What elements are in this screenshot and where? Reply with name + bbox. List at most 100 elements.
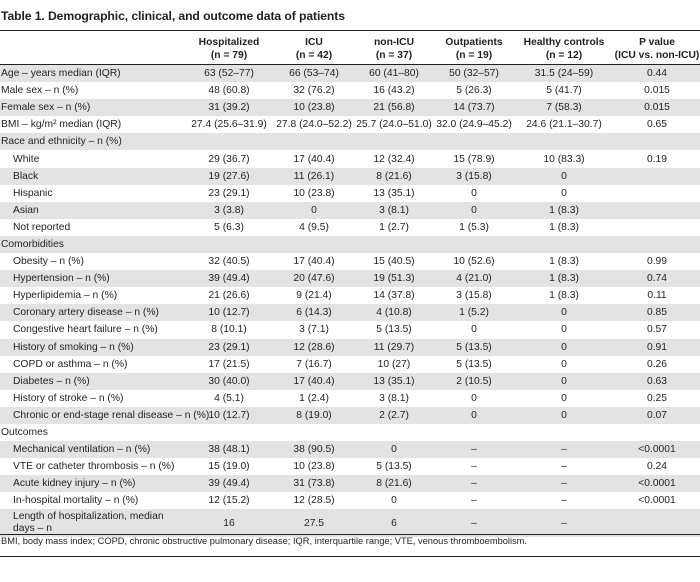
table-cell (614, 424, 700, 441)
table-cell: 10 (23.8) (293, 461, 335, 473)
table-cell: 5 (13.5) (434, 338, 514, 356)
table-cell: 12 (32.4) (373, 153, 415, 165)
table-cell: 0.07 (614, 406, 700, 424)
table-cell: 0.74 (614, 270, 700, 288)
table-cell: 8 (19.0) (274, 406, 354, 424)
table-row: Hyperlipidemia – n (%) 21 (26.6) 9 (21.4) 1… (0, 287, 700, 304)
table-cell: 11 (26.1) (274, 167, 354, 185)
table-cell: 0 (471, 324, 477, 336)
table-row: Hispanic 23 (29.1) 10 (23.8) 13 (35.1) 0 0 (0, 185, 700, 202)
table-cell (354, 424, 434, 441)
row-label: Obesity – n (%) (13, 256, 84, 268)
table-cell (184, 424, 274, 441)
table-row: Acute kidney injury – n (%) 39 (49.4) 31 (… (0, 475, 700, 493)
table-cell (614, 235, 700, 254)
table-cell: 5 (41.7) (546, 85, 582, 97)
column-header-title: Hospitalized (198, 37, 260, 48)
table-cell: 3 (8.1) (354, 201, 434, 219)
table-cell: 4 (5.1) (214, 392, 244, 404)
table-row: Female sex – n (%) 31 (39.2) 10 (23.8) 21 (… (0, 99, 700, 117)
table-row: BMI – kg/m² median (IQR) 27.4 (25.6–31.9)… (0, 116, 700, 133)
table-cell: 0.26 (646, 358, 668, 370)
table-cell: 0.63 (614, 372, 700, 390)
table-cell: 16 (43.2) (373, 85, 415, 97)
table-cell: 32 (40.5) (208, 256, 250, 268)
table-cell (514, 133, 614, 151)
table-cell: 8 (10.1) (211, 324, 247, 336)
table-cell: 3 (3.8) (184, 201, 274, 219)
table-cell: 38 (48.1) (184, 441, 274, 459)
end-rule (0, 556, 700, 557)
table-cell: 27.4 (25.6–31.9) (191, 119, 267, 131)
table-cell: 23 (29.1) (184, 338, 274, 356)
row-label: Length of hospitalization, median days –… (0, 509, 184, 538)
row-label: Hyperlipidemia – n (%) (13, 290, 118, 302)
table-cell: 3 (7.1) (299, 324, 329, 336)
table-cell: 0 (434, 406, 514, 424)
table-cell: 15 (19.0) (208, 461, 250, 473)
row-label: VTE or catheter thrombosis – n (%) (13, 461, 175, 473)
table-cell: 66 (53–74) (274, 65, 354, 83)
table-row: History of stroke – n (%) 4 (5.1) 1 (2.4) 3… (0, 390, 700, 407)
table-cell: <0.0001 (614, 475, 700, 493)
table-body: Age – years median (IQR) 63 (52–77) 66 (53… (0, 64, 700, 538)
table-cell: 4 (21.0) (434, 270, 514, 288)
table-cell: 6 (14.3) (274, 304, 354, 322)
row-label: Black (0, 167, 184, 185)
table-cell: 0.57 (646, 324, 668, 336)
table-cell: 5 (13.5) (456, 358, 492, 370)
column-header-title: Healthy controls (523, 37, 605, 48)
table-cell: – (471, 495, 477, 507)
table-cell (354, 235, 434, 254)
table-cell: 8 (21.6) (354, 475, 434, 493)
row-label: Acute kidney injury – n (%) (0, 475, 184, 493)
table-cell: 38 (90.5) (274, 441, 354, 459)
table-row: Black 19 (27.6) 11 (26.1) 8 (21.6) 3 (15.8) 0 (0, 167, 700, 185)
row-label: White (13, 153, 40, 165)
row-label: Congestive heart failure – n (%) (13, 324, 158, 336)
table-cell: 0.65 (646, 119, 668, 131)
row-label: COPD or asthma – n (%) (13, 358, 128, 370)
table-cell: – (471, 461, 477, 473)
table-footnote: BMI, body mass index; COPD, chronic obst… (1, 536, 528, 546)
table-row: Length of hospitalization, median days –… (0, 509, 700, 538)
table-cell: 20 (47.6) (274, 270, 354, 288)
table-cell: 1 (2.7) (379, 221, 409, 233)
table-cell: 16 (184, 509, 274, 538)
column-header: Outpatients (n = 19) (434, 37, 514, 65)
column-header-sub: (n = 37) (375, 49, 413, 61)
table-cell: 14 (73.7) (434, 99, 514, 117)
table-cell: 11 (29.7) (354, 338, 434, 356)
table-cell: 13 (35.1) (373, 187, 415, 199)
table-cell: 0 (274, 201, 354, 219)
table-row: Chronic or end-stage renal disease – n (… (0, 406, 700, 424)
table-cell: 6 (354, 509, 434, 538)
table-cell: 10 (23.8) (274, 99, 354, 117)
table-cell: 15 (40.5) (373, 256, 415, 268)
table-cell: 25.7 (24.0–51.0) (356, 119, 432, 131)
table-row: VTE or catheter thrombosis – n (%) 15 (19… (0, 458, 700, 475)
table-cell: 0.25 (646, 392, 668, 404)
table-cell: 12 (15.2) (208, 495, 250, 507)
table-cell (614, 219, 700, 236)
column-header: non-ICU (n = 37) (354, 37, 434, 65)
table-row: Obesity – n (%) 32 (40.5) 17 (40.4) 15 (40.… (0, 253, 700, 270)
column-header-title: Outpatients (445, 37, 503, 48)
row-label: BMI – kg/m² median (IQR) (1, 119, 122, 131)
table-cell (614, 185, 700, 202)
table-cell (184, 235, 274, 254)
table-cell: 27.8 (24.0–52.2) (276, 119, 352, 131)
table-cell (274, 133, 354, 151)
column-header-sub: (n = 12) (545, 49, 583, 61)
table-cell: 0.11 (647, 290, 667, 302)
table-cell (184, 133, 274, 151)
row-label: Asian (0, 201, 184, 219)
table-row: COPD or asthma – n (%) 17 (21.5) 7 (16.7) 1… (0, 356, 700, 373)
table-cell (354, 133, 434, 151)
table-row: History of smoking – n (%) 23 (29.1) 12 (2… (0, 338, 700, 356)
table-cell: 3 (15.8) (456, 290, 492, 302)
header-rule (0, 64, 700, 65)
table-cell: 0 (514, 304, 614, 322)
column-header: P value (ICU vs. non-ICU) (614, 37, 700, 65)
table-cell: 1 (8.3) (549, 290, 579, 302)
